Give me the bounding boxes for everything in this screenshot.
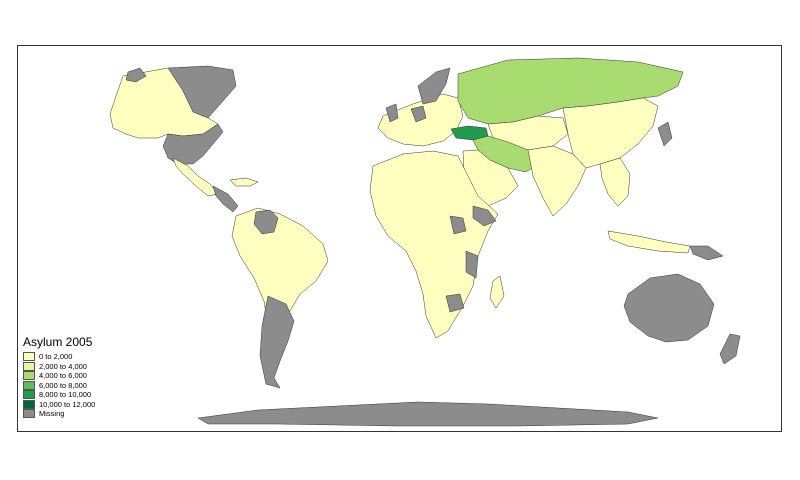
region-argentina — [259, 295, 295, 389]
legend-label: 8,000 to 10,000 — [39, 390, 92, 400]
region-ethiopia — [472, 205, 497, 227]
region-east-africa — [465, 250, 479, 279]
legend-item: 10,000 to 12,000 — [23, 399, 96, 410]
map-legend: Asylum 2005 0 to 2,000 2,000 to 4,000 4,… — [23, 335, 95, 419]
legend-label: Missing — [39, 409, 65, 419]
legend-label: 10,000 to 12,000 — [39, 399, 96, 409]
region-caribbean — [229, 177, 259, 187]
legend-title: Asylum 2005 — [23, 335, 93, 349]
region-usa — [162, 123, 224, 165]
legend-label: 0 to 2,000 — [39, 352, 73, 362]
region-australia — [623, 273, 715, 343]
legend-item: 8,000 to 10,000 — [23, 390, 95, 400]
map-frame: Asylum 2005 0 to 2,000 2,000 to 4,000 4,… — [17, 45, 782, 432]
legend-label: 4,000 to 6,000 — [39, 371, 87, 381]
legend-item: 2,000 to 4,000 — [23, 361, 95, 372]
region-uk — [385, 103, 399, 123]
legend-swatch — [23, 371, 35, 381]
legend-item: 4,000 to 6,000 — [23, 371, 95, 381]
region-papua — [689, 245, 724, 261]
legend-label: 2,000 to 4,000 — [39, 361, 87, 371]
region-central-africa — [449, 215, 467, 235]
region-mexico — [172, 157, 219, 197]
region-south-america — [231, 207, 329, 347]
legend-item: 0 to 2,000 — [23, 352, 95, 362]
region-scandinavia — [417, 67, 451, 105]
legend-swatch — [23, 352, 35, 362]
legend-label: 6,000 to 8,000 — [39, 380, 87, 390]
region-china — [562, 97, 659, 169]
region-japan — [657, 121, 673, 147]
world-map — [109, 57, 741, 427]
legend-item: Missing — [23, 409, 95, 419]
region-colombia — [253, 209, 279, 235]
region-indonesia — [607, 230, 691, 254]
region-southern-africa — [445, 293, 465, 313]
region-antarctica — [197, 401, 659, 427]
region-india — [527, 145, 587, 217]
region-alaska — [125, 67, 147, 83]
region-germany — [410, 105, 427, 123]
region-se-asia — [599, 157, 631, 207]
legend-swatch — [23, 361, 35, 371]
legend-swatch — [23, 380, 35, 390]
legend-item: 6,000 to 8,000 — [23, 380, 95, 391]
legend-swatch — [23, 409, 35, 419]
legend-swatch — [23, 390, 35, 400]
region-central-america — [212, 185, 239, 213]
region-new-zealand — [719, 333, 741, 365]
region-madagascar — [489, 275, 505, 309]
legend-swatch — [23, 399, 35, 409]
